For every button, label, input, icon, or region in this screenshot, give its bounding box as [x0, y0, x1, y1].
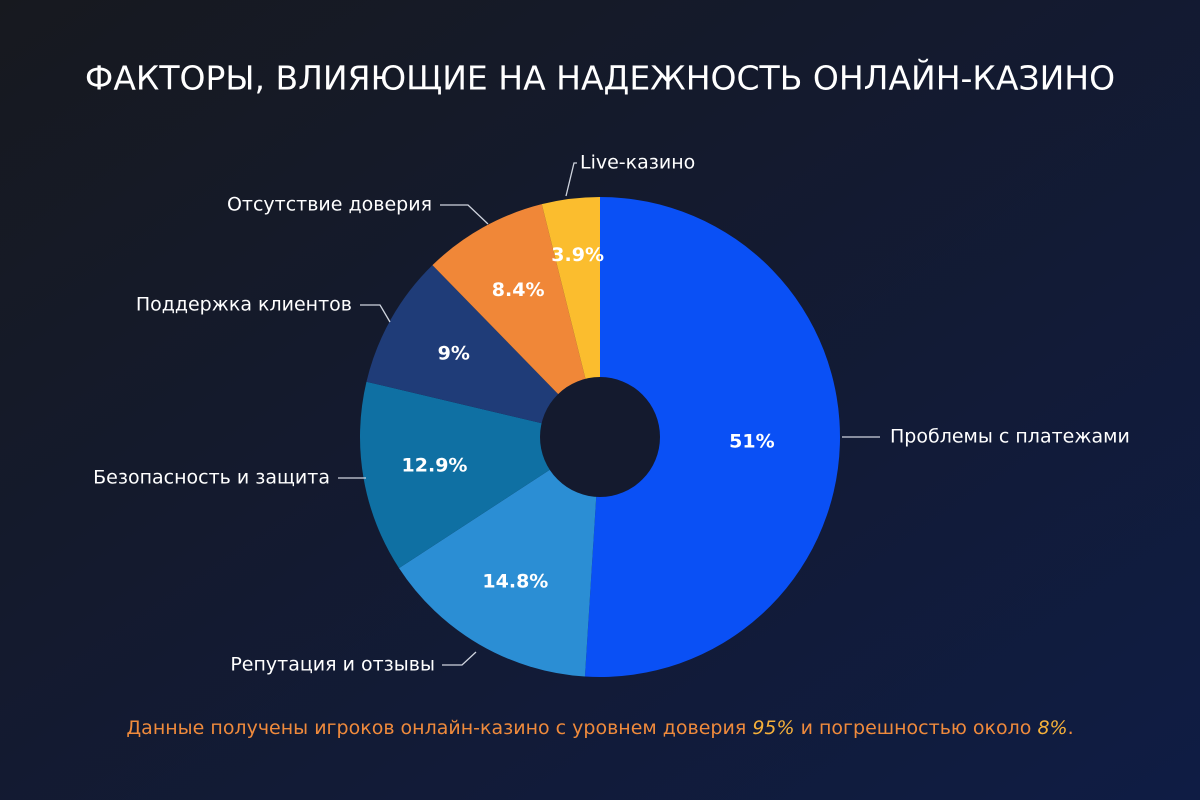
leader-line: [440, 204, 489, 225]
category-label: Проблемы с платежами: [890, 426, 1130, 448]
slice: [398, 437, 600, 677]
slice: [366, 265, 600, 437]
value-label: 14.8%: [482, 571, 548, 593]
slice: [360, 381, 600, 569]
category-label: Репутация и отзывы: [230, 654, 435, 676]
note-number: 95%: [752, 717, 794, 739]
note-text: Данные получены игроков онлайн-казино с …: [126, 717, 752, 739]
value-label: 3.9%: [551, 244, 604, 266]
slice: [541, 197, 600, 437]
leader-line: [565, 162, 577, 197]
note-text: .: [1068, 717, 1074, 739]
leader-line: [442, 651, 477, 666]
note-text: и погрешностью около: [795, 717, 1038, 739]
value-label: 12.9%: [402, 454, 468, 476]
value-label: 9%: [438, 343, 470, 365]
category-label: Поддержка клиентов: [136, 294, 352, 316]
value-label: 8.4%: [492, 279, 545, 301]
chart-title: ФАКТОРЫ, ВЛИЯЮЩИЕ НА НАДЕЖНОСТЬ ОНЛАЙН-К…: [85, 58, 1115, 98]
slice: [432, 204, 600, 437]
category-label: Отсутствие доверия: [227, 194, 432, 216]
category-label: Безопасность и защита: [93, 467, 330, 489]
category-label: Live-казино: [580, 152, 695, 174]
value-label: 51%: [729, 430, 774, 452]
slice: [584, 197, 840, 677]
donut-hole: [540, 377, 660, 497]
leader-line: [360, 304, 391, 323]
note-number: 8%: [1037, 717, 1067, 739]
footnote: Данные получены игроков онлайн-казино с …: [126, 717, 1073, 739]
